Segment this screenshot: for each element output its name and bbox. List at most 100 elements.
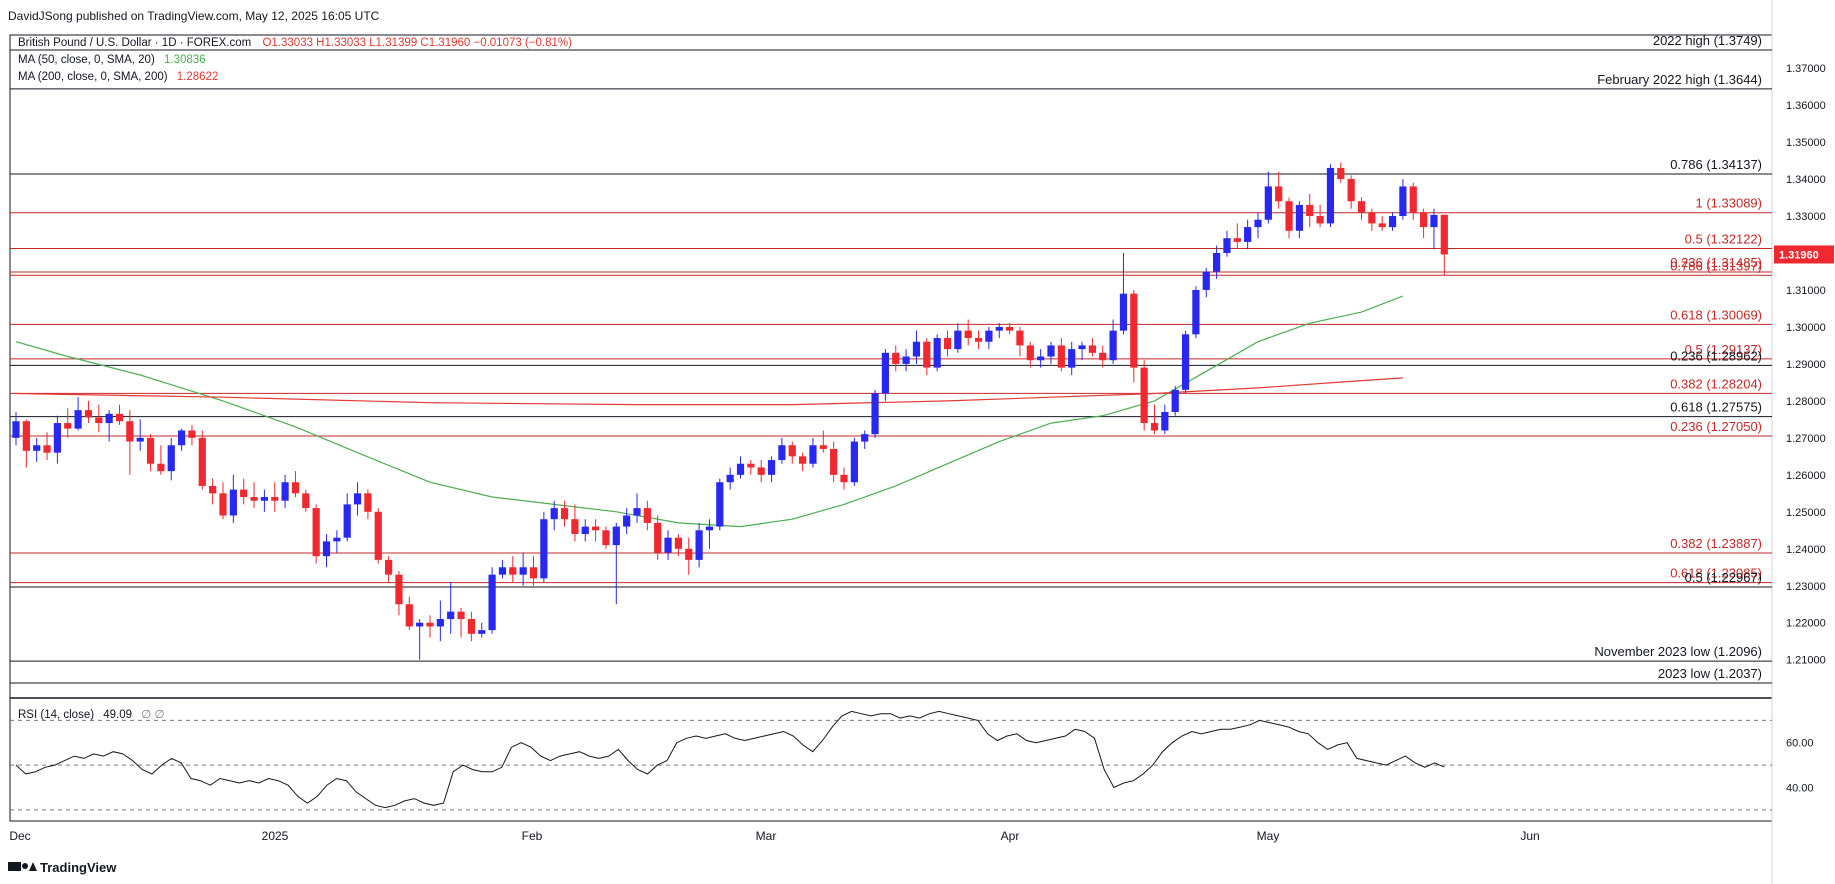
candle (1109, 319, 1117, 364)
candle (540, 511, 548, 583)
level-label: 0.5 (1.29137) (1685, 342, 1762, 357)
candle (240, 478, 248, 505)
level-label: 0.618 (1.30069) (1670, 307, 1762, 322)
candle (250, 482, 258, 509)
candle (84, 400, 93, 424)
candle (830, 441, 838, 483)
price-tick-label: 1.23000 (1786, 581, 1826, 593)
time-tick-label: May (1257, 829, 1280, 843)
publisher-line: DavidJSong published on TradingView.com,… (8, 9, 380, 23)
candle (705, 519, 714, 549)
time-tick-label: Jun (1520, 829, 1539, 843)
time-tick-label: Mar (756, 829, 777, 843)
level-label: 0.618 (1.23085) (1670, 566, 1762, 581)
candle (105, 410, 113, 442)
time-axis[interactable]: Dec 2025 Feb Mar Apr May Jun (9, 829, 1539, 843)
candle (1306, 193, 1314, 228)
candle (664, 530, 672, 560)
candle (1378, 216, 1386, 231)
candle (1213, 245, 1221, 279)
ma50-legend: MA (50, close, 0, SMA, 20) 1.30836 (18, 54, 206, 66)
candle (1119, 252, 1128, 335)
ma200-label: MA (200, close, 0, SMA, 200) (18, 71, 168, 83)
footer-brand[interactable]: TradingView (40, 860, 117, 875)
candle (1181, 330, 1190, 394)
candle (974, 330, 983, 350)
candle (22, 419, 30, 468)
candle (881, 349, 889, 401)
candle (209, 478, 217, 505)
time-tick-label: 2025 (262, 829, 289, 843)
candle (1068, 341, 1076, 376)
candle (892, 345, 900, 372)
candle (1295, 201, 1303, 239)
candle (1016, 326, 1024, 357)
candle (767, 456, 776, 483)
candle (229, 474, 237, 523)
candle (995, 323, 1003, 339)
level-label: 0.786 (1.34137) (1670, 157, 1762, 172)
candle (819, 430, 827, 453)
candle (1420, 208, 1428, 239)
price-tick-label: 1.24000 (1786, 544, 1826, 556)
candle (416, 619, 424, 660)
candle (581, 519, 589, 542)
candle (1192, 286, 1200, 339)
candle (747, 460, 755, 475)
candle (498, 559, 507, 579)
candle (592, 519, 600, 542)
rsi-line (15, 710, 1445, 809)
candle (1388, 212, 1397, 231)
rsi-indicator: 60.00 40.00 (10, 710, 1814, 811)
price-tick-label: 1.37000 (1786, 63, 1826, 75)
candle (943, 330, 952, 357)
time-tick-label: Apr (1001, 829, 1020, 843)
price-tick-label: 1.36000 (1786, 100, 1826, 112)
candle (343, 493, 351, 542)
candle (426, 615, 434, 638)
candle (1006, 323, 1014, 335)
candle (302, 489, 310, 512)
candle (291, 471, 300, 498)
ma50-line (15, 295, 1404, 528)
candle (1409, 182, 1417, 220)
price-tick-label: 1.25000 (1786, 507, 1826, 519)
candle (1244, 219, 1252, 250)
candle (1347, 175, 1355, 209)
candle (395, 570, 403, 616)
candle (840, 467, 848, 490)
symbol-title: British Pound / U.S. Dollar · 1D · FOREX… (18, 37, 251, 49)
candle (219, 482, 227, 520)
rsi-tick-label: 40.00 (1786, 782, 1814, 794)
candle (188, 424, 196, 446)
current-price-label: 1.31960 (1779, 249, 1819, 261)
time-tick-label: Dec (9, 829, 30, 843)
level-label: 2023 low (1.2037) (1658, 666, 1762, 681)
candle (312, 504, 320, 564)
candle (550, 500, 558, 531)
level-label: 1 (1.33089) (1696, 196, 1763, 211)
price-axis[interactable]: 1.370001.360001.350001.340001.330001.320… (1774, 63, 1834, 667)
candle (560, 500, 569, 527)
candle (1047, 341, 1055, 364)
rsi-extra: ∅ ∅ (141, 709, 164, 721)
horizontal-levels: 2022 high (1.3749) February 2022 high (1.… (10, 33, 1772, 684)
candle (1130, 289, 1138, 383)
candle (964, 319, 972, 346)
candle (923, 338, 931, 376)
candle (457, 607, 465, 638)
candle (1099, 345, 1107, 368)
candle (1202, 267, 1210, 298)
candle (1254, 212, 1262, 239)
candle (519, 552, 527, 586)
level-label: 0.236 (1.27050) (1670, 419, 1762, 434)
candle (902, 349, 910, 372)
candle (157, 445, 165, 475)
candle (353, 482, 362, 516)
tradingview-logo-icon[interactable] (8, 862, 37, 871)
ma200-legend: MA (200, close, 0, SMA, 200) 1.28622 (18, 71, 218, 83)
candle (1430, 208, 1438, 250)
candle (136, 419, 144, 451)
candle (1026, 341, 1034, 368)
